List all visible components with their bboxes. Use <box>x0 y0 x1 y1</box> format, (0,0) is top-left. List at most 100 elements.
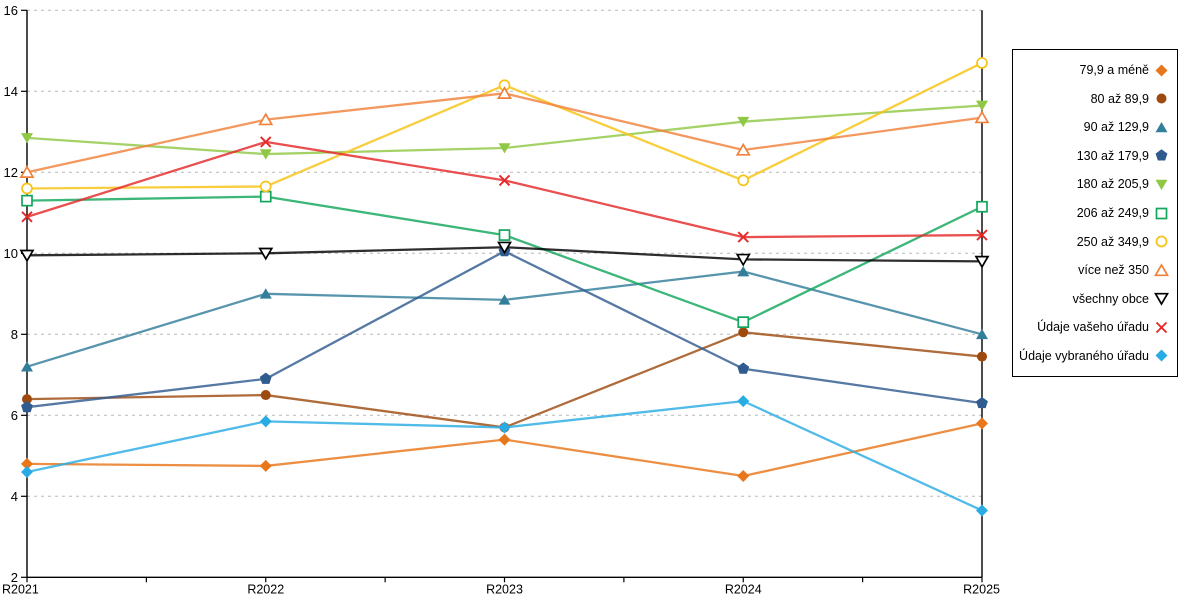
data-point-marker <box>1155 207 1168 219</box>
series-pentagon <box>21 245 988 413</box>
series-circle <box>22 327 987 433</box>
legend-label: 206 až 249,9 <box>1076 206 1149 220</box>
data-point-marker <box>737 362 750 374</box>
legend-marker-icon <box>1154 177 1169 192</box>
series-line <box>26 270 983 368</box>
data-point-marker <box>976 328 988 340</box>
y-axis-label: 10 <box>4 246 18 261</box>
series-triangle-down <box>21 100 988 160</box>
x-axis-label: R2025 <box>963 582 1000 596</box>
legend-marker-icon <box>1154 348 1169 363</box>
data-point-marker <box>737 116 750 128</box>
data-point-marker <box>259 180 272 193</box>
x-axis-label: R2021 <box>2 582 39 596</box>
data-point-marker <box>737 174 750 187</box>
data-point-marker <box>21 401 33 413</box>
data-point-marker <box>737 470 750 483</box>
data-point-marker <box>737 316 750 328</box>
data-point-marker <box>1154 292 1169 306</box>
y-axis-label: 2 <box>11 570 18 585</box>
diamond-marker-glyph <box>1155 349 1168 362</box>
legend-marker-icon <box>1154 206 1169 221</box>
legend-item: 90 až 129,9 <box>1017 113 1169 142</box>
data-point-marker <box>258 112 274 126</box>
data-point-marker <box>498 421 511 434</box>
data-point-marker <box>1155 179 1168 190</box>
data-point-marker <box>1155 121 1168 133</box>
data-point-marker <box>498 143 511 154</box>
legend-label: 90 až 129,9 <box>1083 120 1149 135</box>
data-point-marker <box>1155 349 1168 362</box>
data-point-marker <box>21 361 33 372</box>
data-point-marker <box>976 396 988 409</box>
series-line <box>26 250 983 409</box>
legend-item: 250 až 349,9 <box>1017 227 1169 256</box>
data-point-marker <box>259 288 272 299</box>
y-axis-label: 4 <box>11 489 18 504</box>
data-point-marker <box>738 327 749 338</box>
data-point-marker <box>976 417 988 430</box>
legend-item: 206 až 249,9 <box>1017 199 1169 228</box>
data-point-marker <box>258 247 274 261</box>
circle-marker-glyph <box>1156 93 1167 104</box>
data-point-marker <box>1155 235 1168 248</box>
data-point-marker <box>974 255 990 269</box>
series-diamond <box>21 395 988 517</box>
data-point-marker <box>1154 262 1169 276</box>
triangle-up-marker-glyph <box>1155 121 1168 133</box>
legend-marker-icon <box>1154 262 1169 278</box>
data-point-marker <box>497 86 512 99</box>
data-point-marker <box>737 266 750 277</box>
legend-marker-icon <box>1154 63 1169 78</box>
triangle-up-marker-glyph <box>1154 262 1169 276</box>
legend-marker-icon <box>1154 320 1169 335</box>
data-point-marker <box>974 110 990 124</box>
x-axis-label: R2024 <box>725 582 762 596</box>
data-point-marker <box>498 174 511 187</box>
data-point-marker <box>976 229 988 241</box>
series-triangle-up <box>19 86 990 178</box>
legend-label: Údaje vašeho úřadu <box>1037 320 1149 335</box>
data-point-marker <box>22 394 32 405</box>
triangle-down-marker-glyph <box>1154 292 1169 306</box>
triangle-down-marker-glyph <box>1155 179 1168 190</box>
legend-label: 250 až 349,9 <box>1076 234 1149 249</box>
data-point-marker <box>497 241 512 255</box>
data-point-marker <box>260 136 272 148</box>
data-point-marker <box>498 294 511 305</box>
data-point-marker <box>1156 93 1167 104</box>
data-point-marker <box>737 231 749 243</box>
data-point-marker <box>735 253 751 267</box>
data-point-marker <box>259 372 272 384</box>
series-square <box>21 190 988 328</box>
legend-label: více než 350 <box>1078 263 1149 278</box>
series-x <box>21 136 988 243</box>
series-diamond <box>21 417 988 483</box>
legend-item: 130 až 179,9 <box>1017 142 1169 171</box>
data-point-marker <box>498 229 511 241</box>
legend-label: 130 až 179,9 <box>1076 148 1149 163</box>
legend-label: 79,9 a méně <box>1079 63 1150 78</box>
legend-item: 80 až 89,9 <box>1017 85 1169 114</box>
y-axis-label: 6 <box>11 408 18 423</box>
data-point-marker <box>976 57 988 69</box>
series-triangle-up <box>21 266 988 372</box>
data-point-marker <box>976 504 988 517</box>
data-point-marker <box>737 395 750 408</box>
x-axis-label: R2023 <box>486 582 523 596</box>
data-point-marker <box>1155 149 1168 161</box>
y-axis-label: 12 <box>4 165 18 180</box>
data-point-marker <box>259 459 272 472</box>
chart-legend: 79,9 a méně 80 až 89,9 90 až 129,9 130 a… <box>1012 49 1178 377</box>
legend-item: 79,9 a méně <box>1017 56 1169 85</box>
series-line <box>26 140 983 239</box>
legend-marker-icon <box>1154 148 1169 163</box>
data-point-marker <box>1155 321 1168 333</box>
pentagon-marker-glyph <box>1155 149 1168 161</box>
data-point-marker <box>21 457 33 470</box>
data-point-marker <box>21 211 33 223</box>
diamond-marker-glyph <box>1155 64 1168 77</box>
legend-item: všechny obce <box>1017 284 1169 313</box>
data-point-marker <box>259 190 272 203</box>
